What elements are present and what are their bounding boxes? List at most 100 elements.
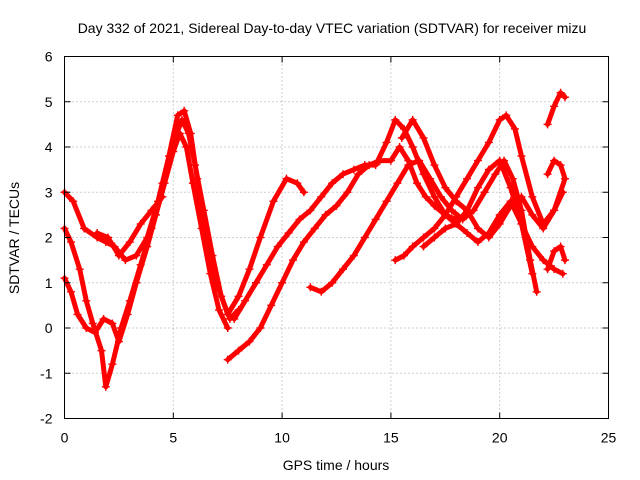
data-point: [539, 224, 548, 233]
y-axis-label: SDTVAR / TECUs: [6, 182, 22, 294]
data-point: [539, 256, 548, 265]
data-point: [147, 206, 156, 215]
series-line: [545, 158, 568, 182]
series-line: [545, 244, 568, 272]
y-tick-label: 1: [45, 275, 53, 291]
data-point: [328, 278, 337, 287]
data-point: [343, 188, 352, 197]
data-point: [528, 242, 537, 251]
data-point: [550, 102, 559, 111]
data-point: [517, 192, 526, 201]
data-point: [560, 174, 569, 183]
data-point: [419, 133, 428, 142]
data-point: [404, 161, 413, 170]
data-point: [484, 138, 493, 147]
data-point: [430, 233, 439, 242]
data-point: [321, 210, 330, 219]
data-point: [284, 228, 293, 237]
data-point: [397, 133, 406, 142]
y-tick-label: 4: [45, 139, 53, 155]
data-point: [160, 179, 169, 188]
data-point: [426, 174, 435, 183]
data-point: [371, 161, 380, 170]
data-point: [339, 265, 348, 274]
data-point: [473, 183, 482, 192]
series-line: [545, 90, 568, 127]
data-point: [517, 152, 526, 161]
data-point: [452, 197, 461, 206]
series-sat-l: [543, 242, 569, 274]
data-point: [132, 251, 141, 260]
data-point: [382, 138, 391, 147]
data-point: [386, 156, 395, 165]
data-point: [543, 265, 552, 274]
data-point: [114, 337, 123, 346]
data-point: [223, 324, 232, 332]
data-point: [391, 256, 400, 265]
data-point: [67, 238, 76, 247]
data-point: [528, 210, 537, 219]
data-point: [295, 215, 304, 224]
data-point: [299, 238, 308, 247]
data-point: [282, 174, 291, 183]
data-point: [441, 210, 450, 219]
data-series: [60, 88, 569, 391]
data-point: [560, 93, 569, 102]
data-point: [108, 360, 117, 369]
data-point: [121, 256, 130, 265]
x-axis-label: GPS time / hours: [283, 457, 390, 473]
data-point: [251, 278, 260, 287]
x-tick-label: 5: [169, 430, 177, 446]
data-point: [550, 206, 559, 215]
data-point: [182, 143, 191, 151]
data-point: [360, 161, 369, 170]
data-point: [413, 179, 422, 188]
data-point: [556, 242, 565, 251]
data-point: [550, 156, 559, 165]
data-point: [339, 170, 348, 179]
data-point: [500, 156, 509, 165]
series-sat-f: [306, 156, 541, 296]
data-point: [114, 251, 123, 260]
data-point: [175, 129, 184, 138]
data-point: [463, 174, 472, 183]
data-point: [463, 228, 472, 237]
y-tick-label: -1: [40, 365, 53, 381]
data-point: [151, 210, 160, 219]
data-point: [408, 242, 417, 251]
data-point: [306, 206, 315, 215]
data-point: [458, 215, 467, 224]
x-tick-label: 10: [274, 430, 290, 446]
series-sat-d: [223, 143, 461, 364]
data-point: [306, 283, 315, 292]
x-tick-label: 0: [61, 430, 69, 446]
series-line: [421, 198, 566, 277]
data-point: [528, 192, 537, 201]
data-point: [430, 161, 439, 170]
data-point: [317, 192, 326, 201]
data-point: [473, 238, 482, 247]
data-point: [532, 287, 541, 296]
data-point: [360, 233, 369, 242]
data-point: [97, 346, 106, 355]
data-point: [267, 301, 276, 310]
data-point: [256, 233, 265, 242]
y-tick-label: 5: [45, 94, 53, 110]
y-tick-label: -2: [40, 411, 53, 427]
data-point: [234, 346, 243, 355]
data-point: [67, 287, 76, 296]
series-sat-i: [419, 197, 567, 278]
series-sat-m: [93, 192, 167, 260]
data-point: [441, 183, 450, 192]
data-point: [123, 310, 132, 319]
y-tick-label: 2: [45, 230, 53, 246]
data-point: [169, 147, 178, 156]
data-point: [143, 242, 152, 251]
data-point: [214, 305, 223, 314]
data-point: [234, 292, 243, 301]
series-sat-b: [60, 115, 243, 391]
data-point: [180, 106, 189, 115]
data-point: [245, 337, 254, 346]
data-point: [436, 192, 445, 201]
data-point: [508, 174, 517, 183]
